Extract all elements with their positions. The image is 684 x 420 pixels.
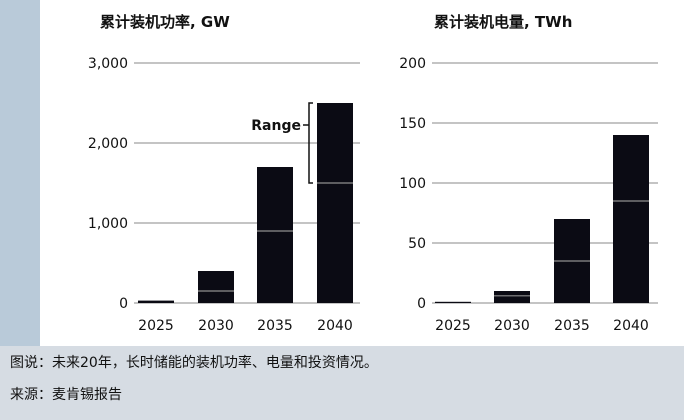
bar-2035 [257, 167, 293, 303]
bar-2040 [317, 103, 353, 303]
x-category-label: 2035 [257, 318, 293, 334]
chart-title: 累计装机功率, GW [100, 13, 230, 31]
x-category-label: 2035 [554, 318, 590, 334]
chart-energy-twh: 累计装机电量, TWh 0 50 100 150 200 2025 2030 2035 204… [399, 13, 658, 334]
charts-canvas: 累计装机功率, GW 0 1,000 2,000 3,000 2025 2030 2035… [88, 13, 658, 334]
left-accent-strip [0, 0, 40, 346]
x-category-label: 2025 [138, 318, 174, 334]
y-tick-label: 150 [399, 116, 426, 132]
figure-caption: 图说：未来20年，长时储能的装机功率、电量和投资情况。 [10, 355, 378, 371]
y-tick-label: 100 [399, 176, 426, 192]
y-tick-label: 50 [408, 236, 426, 252]
y-tick-label: 0 [119, 296, 128, 312]
y-tick-label: 0 [417, 296, 426, 312]
bar-2040 [613, 135, 649, 303]
x-category-label: 2040 [613, 318, 649, 334]
x-category-label: 2025 [435, 318, 471, 334]
bar-2025 [138, 300, 174, 303]
bar-2030 [494, 291, 530, 303]
y-tick-label: 3,000 [88, 56, 128, 72]
y-tick-label: 2,000 [88, 136, 128, 152]
bar-2025 [435, 301, 471, 303]
x-category-label: 2030 [494, 318, 530, 334]
range-bracket [308, 102, 313, 184]
bar-2030 [198, 271, 234, 303]
y-tick-label: 1,000 [88, 216, 128, 232]
chart-title: 累计装机电量, TWh [434, 13, 572, 31]
y-tick-label: 200 [399, 56, 426, 72]
x-category-label: 2030 [198, 318, 234, 334]
chart-power-gw: 累计装机功率, GW 0 1,000 2,000 3,000 2025 2030 2035… [88, 13, 360, 334]
range-annotation: Range [251, 118, 301, 134]
x-category-label: 2040 [317, 318, 353, 334]
figure-source: 来源：麦肯锡报告 [10, 387, 122, 403]
